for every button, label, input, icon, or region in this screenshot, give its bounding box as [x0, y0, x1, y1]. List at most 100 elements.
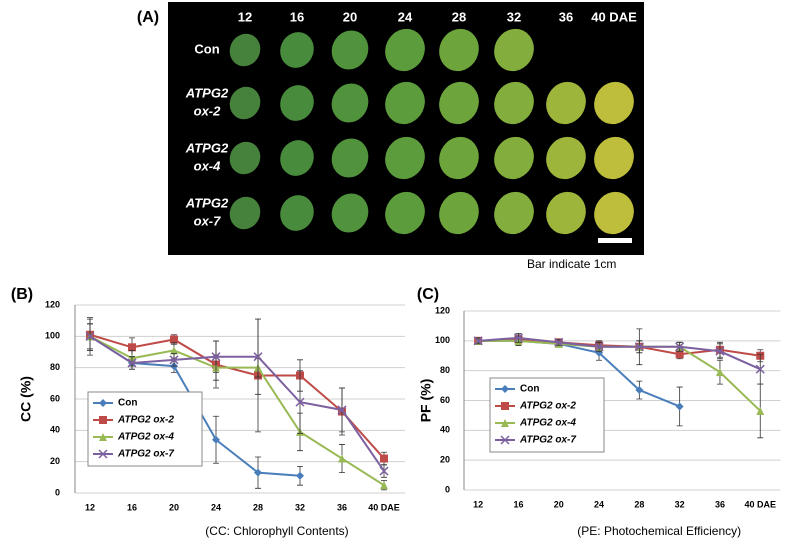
marker: [253, 352, 263, 362]
marker: [635, 386, 644, 395]
x-tick-label: 24: [594, 499, 604, 509]
scale-bar: [598, 238, 632, 243]
y-tick-label: 0: [445, 484, 450, 494]
legend-label: ATPG2 ox-4: [519, 418, 576, 429]
x-tick-label: 20: [554, 499, 564, 509]
x-tick-label: 16: [513, 499, 523, 509]
x-tick-label: 40 DAE: [744, 499, 776, 509]
y-tick-label: 0: [55, 487, 60, 497]
marker: [634, 342, 644, 352]
leaf: [385, 191, 425, 235]
leaf: [385, 136, 425, 180]
marker: [211, 352, 221, 362]
marker: [379, 466, 389, 476]
leaf: [546, 136, 586, 180]
marker: [675, 350, 684, 359]
marker: [169, 355, 179, 365]
legend-label: ATPG2 ox-4: [117, 432, 174, 443]
legend-label: Con: [520, 384, 539, 395]
row-label: ATPG2: [185, 85, 229, 100]
row-label: ATPG2: [185, 195, 229, 210]
marker: [380, 481, 388, 490]
row-label: ox-4: [194, 158, 222, 173]
scale-note: Bar indicate 1cm: [527, 257, 616, 271]
column-label: 16: [290, 9, 304, 24]
y-tick-label: 120: [435, 305, 450, 315]
marker: [128, 343, 136, 352]
y-tick-label: 60: [50, 393, 60, 403]
y-tick-label: 20: [50, 456, 60, 466]
panel-label: (C): [417, 286, 439, 303]
leaf: [280, 32, 314, 68]
marker: [338, 454, 346, 463]
x-tick-label: 28: [253, 502, 263, 512]
marker: [380, 454, 388, 463]
marker: [501, 385, 509, 393]
leaf: [546, 191, 586, 235]
row-label: ox-2: [194, 103, 222, 118]
marker: [99, 433, 107, 441]
marker: [715, 368, 724, 377]
x-tick-label: 32: [675, 499, 685, 509]
x-tick-label: 36: [715, 499, 725, 509]
leaf: [439, 191, 479, 235]
panel-label: (A): [137, 9, 159, 26]
y-tick-label: 40: [50, 425, 60, 435]
marker: [715, 346, 725, 356]
marker: [337, 405, 347, 415]
caption: (CC: Chlorophyll Contents): [205, 524, 348, 538]
marker: [500, 435, 510, 445]
marker: [501, 402, 509, 410]
row-label: Con: [194, 41, 219, 56]
row-label: ox-7: [194, 213, 222, 228]
leaf: [494, 136, 534, 180]
column-label: 36: [559, 9, 573, 24]
x-tick-label: 20: [169, 502, 179, 512]
marker: [755, 364, 765, 374]
leaf: [494, 28, 534, 72]
column-label: 32: [507, 9, 521, 24]
marker: [99, 399, 107, 407]
x-tick-label: 32: [295, 502, 305, 512]
marker: [675, 342, 685, 352]
marker: [98, 449, 108, 459]
x-tick-label: 40 DAE: [368, 502, 400, 512]
marker: [170, 335, 178, 344]
marker: [675, 402, 684, 411]
series-line: [89, 335, 385, 472]
leaf: [494, 191, 534, 235]
legend-label: ATPG2 ox-7: [117, 449, 174, 460]
x-tick-label: 12: [85, 502, 95, 512]
marker: [513, 333, 523, 343]
x-tick-label: 24: [211, 502, 221, 512]
marker: [170, 346, 178, 355]
y-tick-label: 80: [50, 362, 60, 372]
leaf: [385, 28, 425, 72]
column-label: 20: [343, 9, 357, 24]
y-tick-label: 80: [440, 365, 450, 375]
leaf: [280, 85, 314, 121]
leaf: [331, 138, 369, 178]
panel-label: (B): [11, 286, 33, 303]
leaf: [229, 86, 261, 120]
series-line: [89, 333, 385, 460]
marker: [254, 468, 262, 477]
y-tick-label: 60: [440, 395, 450, 405]
marker: [473, 336, 483, 346]
leaf: [594, 81, 634, 125]
legend-label: Con: [118, 398, 137, 409]
series-line: [478, 336, 761, 371]
legend-label: ATPG2 ox-2: [519, 401, 576, 412]
y-tick-label: 40: [440, 425, 450, 435]
leaf: [229, 196, 261, 230]
caption: (PE: Photochemical Efficiency): [577, 524, 741, 538]
series-line: [89, 335, 385, 487]
legend-label: ATPG2 ox-2: [117, 415, 174, 426]
leaf: [494, 81, 534, 125]
leaf: [546, 81, 586, 125]
legend-label: ATPG2 ox-7: [519, 435, 576, 446]
leaf: [385, 81, 425, 125]
leaf: [331, 30, 369, 70]
y-tick-label: 20: [440, 455, 450, 465]
